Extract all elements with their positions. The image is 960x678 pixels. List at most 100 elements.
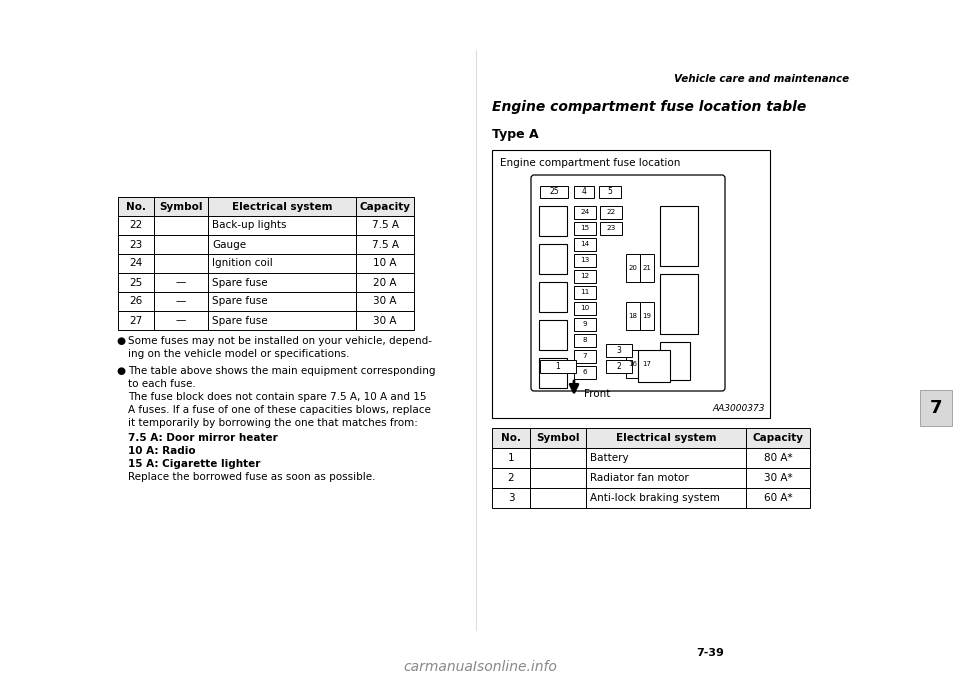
Text: 7.5 A: 7.5 A (372, 239, 398, 250)
Bar (586, 448, 746, 468)
Bar (540, 360, 576, 373)
Bar (574, 254, 596, 267)
Text: Type A: Type A (492, 128, 539, 141)
Text: Spare fuse: Spare fuse (212, 277, 268, 287)
Text: 7: 7 (583, 353, 588, 359)
Bar (208, 235, 356, 254)
Bar (208, 273, 356, 292)
Text: 7: 7 (929, 399, 943, 417)
Bar (574, 350, 596, 363)
Text: 24: 24 (130, 258, 143, 268)
Bar (539, 244, 567, 274)
Bar (356, 273, 414, 292)
Bar (118, 216, 154, 235)
Text: Battery: Battery (590, 453, 629, 463)
Text: 60 A*: 60 A* (764, 493, 792, 503)
Text: A fuses. If a fuse of one of these capacities blows, replace: A fuses. If a fuse of one of these capac… (128, 405, 431, 415)
Bar (574, 222, 596, 235)
Text: 4: 4 (582, 188, 587, 197)
Bar (606, 344, 632, 357)
Bar (746, 468, 810, 488)
Bar (208, 216, 356, 235)
Text: 7.5 A: Door mirror heater: 7.5 A: Door mirror heater (128, 433, 277, 443)
Text: 2: 2 (616, 362, 621, 371)
Text: 2: 2 (508, 473, 515, 483)
Text: The fuse block does not contain spare 7.5 A, 10 A and 15: The fuse block does not contain spare 7.… (128, 392, 426, 402)
Text: 10 A: Radio: 10 A: Radio (128, 446, 196, 456)
Text: —: — (176, 296, 186, 306)
Text: 21: 21 (642, 265, 652, 271)
Text: 1: 1 (556, 362, 561, 371)
Text: 24: 24 (581, 210, 589, 216)
Bar (530, 448, 586, 468)
Text: Engine compartment fuse location table: Engine compartment fuse location table (492, 100, 806, 114)
Text: 6: 6 (583, 370, 588, 376)
Text: The table above shows the main equipment corresponding: The table above shows the main equipment… (128, 366, 436, 376)
Text: 9: 9 (583, 321, 588, 327)
Bar (539, 358, 567, 388)
Bar (640, 302, 654, 330)
Bar (539, 206, 567, 236)
Bar (746, 488, 810, 508)
Bar (574, 286, 596, 299)
Text: Symbol: Symbol (159, 201, 203, 212)
Text: Capacity: Capacity (359, 201, 411, 212)
Bar (208, 197, 356, 216)
Text: 22: 22 (130, 220, 143, 231)
Bar (118, 254, 154, 273)
Bar (154, 235, 208, 254)
Text: 25: 25 (549, 188, 559, 197)
Text: 18: 18 (629, 313, 637, 319)
Bar (574, 302, 596, 315)
Bar (208, 254, 356, 273)
Text: 12: 12 (581, 273, 589, 279)
Text: 13: 13 (581, 258, 589, 264)
Text: Gauge: Gauge (212, 239, 246, 250)
Text: 5: 5 (608, 188, 612, 197)
Bar (118, 273, 154, 292)
Bar (356, 292, 414, 311)
Bar (154, 292, 208, 311)
Bar (208, 311, 356, 330)
Bar (492, 468, 530, 488)
Text: Electrical system: Electrical system (231, 201, 332, 212)
Text: 11: 11 (581, 290, 589, 296)
Bar (492, 428, 530, 448)
Text: No.: No. (501, 433, 521, 443)
Bar (600, 222, 622, 235)
Text: 30 A: 30 A (373, 315, 396, 325)
Text: No.: No. (126, 201, 146, 212)
Text: Spare fuse: Spare fuse (212, 296, 268, 306)
Text: it temporarily by borrowing the one that matches from:: it temporarily by borrowing the one that… (128, 418, 418, 428)
Text: Radiator fan motor: Radiator fan motor (590, 473, 688, 483)
Text: 10: 10 (581, 306, 589, 311)
Bar (640, 350, 654, 378)
Text: Back-up lights: Back-up lights (212, 220, 286, 231)
Bar (574, 186, 594, 198)
Text: 10 A: 10 A (373, 258, 396, 268)
Text: 17: 17 (642, 361, 652, 367)
Bar (356, 254, 414, 273)
Text: 15 A: Cigarette lighter: 15 A: Cigarette lighter (128, 459, 260, 469)
Bar (660, 206, 698, 266)
Bar (118, 311, 154, 330)
Bar (154, 197, 208, 216)
Text: 8: 8 (583, 338, 588, 344)
Bar (574, 366, 596, 379)
Text: 22: 22 (607, 210, 615, 216)
Bar (626, 302, 640, 330)
Text: ●: ● (116, 336, 125, 346)
Text: AA3000373: AA3000373 (712, 404, 765, 413)
Bar (356, 311, 414, 330)
Bar (530, 468, 586, 488)
Bar (586, 488, 746, 508)
Text: Replace the borrowed fuse as soon as possible.: Replace the borrowed fuse as soon as pos… (128, 472, 375, 482)
Text: Symbol: Symbol (537, 433, 580, 443)
Bar (920, 390, 952, 426)
Bar (574, 238, 596, 251)
Bar (600, 206, 622, 219)
Bar (530, 488, 586, 508)
Bar (118, 292, 154, 311)
Text: 15: 15 (581, 226, 589, 231)
Text: 26: 26 (130, 296, 143, 306)
